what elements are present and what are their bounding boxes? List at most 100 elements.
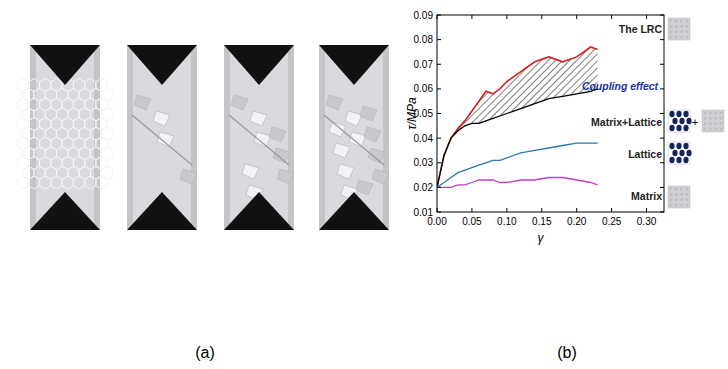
- texture-dot: [680, 36, 683, 39]
- plus-sign: +: [692, 116, 698, 128]
- lattice-hole: [683, 111, 688, 117]
- grip: [224, 192, 294, 230]
- y-tick: [437, 113, 441, 114]
- x-tick-label: 0.25: [602, 216, 622, 227]
- texture-dot: [686, 204, 689, 207]
- texture-dot: [714, 122, 717, 125]
- texture-dot: [675, 36, 678, 39]
- texture-dot: [670, 30, 673, 33]
- series-label: The LRC: [619, 23, 663, 35]
- lattice-hole: [669, 111, 674, 117]
- lattice-hole: [676, 143, 681, 149]
- texture-dot: [680, 188, 683, 191]
- thumbnail: [668, 186, 690, 208]
- hexagon-cell: [96, 176, 107, 189]
- x-tick-label: 0.00: [427, 216, 447, 227]
- specimen-edge: [127, 45, 133, 230]
- texture-dot: [670, 188, 673, 191]
- y-axis-label: τ/MPa: [405, 97, 419, 130]
- y-tick: [660, 113, 664, 114]
- x-tick: [646, 15, 647, 19]
- specimen-photo: [224, 45, 294, 230]
- fragment: [180, 169, 197, 184]
- texture-dot: [670, 25, 673, 28]
- lattice-hole: [676, 157, 681, 163]
- fragment: [250, 111, 267, 126]
- y-tick-label: 0.08: [414, 34, 434, 45]
- y-tick: [437, 212, 441, 213]
- grip: [224, 45, 294, 85]
- thumbnail: [702, 110, 724, 132]
- hexagon-cell: [62, 176, 73, 189]
- y-tick: [437, 39, 441, 40]
- lattice-hole: [672, 150, 677, 156]
- fragment: [231, 95, 248, 110]
- lattice-hole: [683, 143, 688, 149]
- series-line: [437, 47, 598, 187]
- y-tick-label: 0.07: [414, 59, 434, 70]
- texture-dot: [714, 112, 717, 115]
- specimen-photo: [17, 45, 113, 230]
- specimen-edge: [383, 45, 389, 230]
- lattice-hole: [669, 157, 674, 163]
- thumbnail-frame: [702, 110, 724, 132]
- x-tick: [576, 15, 577, 19]
- fragment: [333, 143, 350, 158]
- y-tick: [660, 39, 664, 40]
- x-tick: [471, 15, 472, 19]
- thumbnail: [668, 142, 692, 164]
- fragment: [269, 127, 286, 142]
- lattice-hole: [669, 143, 674, 149]
- x-tick: [437, 15, 438, 19]
- specimen-edge: [94, 45, 100, 230]
- texture-dot: [680, 204, 683, 207]
- specimen-edge: [224, 45, 230, 230]
- y-tick: [660, 162, 664, 163]
- lattice-hole: [679, 118, 684, 124]
- lattice-hole: [683, 157, 688, 163]
- texture-dot: [680, 20, 683, 23]
- texture-dot: [670, 20, 673, 23]
- texture-dot: [680, 25, 683, 28]
- texture-dot: [675, 20, 678, 23]
- fragment: [368, 148, 385, 163]
- y-tick-label: 0.09: [414, 10, 434, 21]
- x-tick: [541, 15, 542, 19]
- specimen: [30, 45, 100, 230]
- panel-label: (a): [195, 344, 215, 361]
- texture-dot: [714, 117, 717, 120]
- fragment: [360, 106, 377, 121]
- thumbnail: [668, 110, 692, 132]
- plot-frame: [437, 15, 664, 212]
- fragment: [345, 111, 362, 126]
- specimen-photo: [127, 45, 197, 230]
- texture-dot: [704, 127, 707, 130]
- y-tick: [437, 138, 441, 139]
- fragment: [326, 95, 343, 110]
- texture-dot: [675, 198, 678, 201]
- texture-dot: [686, 193, 689, 196]
- texture-dot: [670, 36, 673, 39]
- x-tick: [506, 208, 507, 212]
- texture-dot: [686, 36, 689, 39]
- x-tick: [611, 208, 612, 212]
- x-tick: [646, 208, 647, 212]
- texture-dot: [686, 30, 689, 33]
- x-tick: [506, 15, 507, 19]
- specimen-photo: [319, 45, 389, 230]
- texture-dot: [720, 112, 723, 115]
- x-tick: [541, 208, 542, 212]
- x-tick: [437, 208, 438, 212]
- fragment: [356, 180, 373, 195]
- series-label: Matrix: [631, 190, 662, 202]
- fragment: [277, 169, 294, 184]
- lattice-hole: [676, 125, 681, 131]
- x-tick: [611, 15, 612, 19]
- hexagon-cell: [73, 176, 84, 189]
- thumbnail: [668, 18, 690, 40]
- y-tick: [660, 212, 664, 213]
- fragment: [157, 132, 174, 147]
- fragment: [242, 164, 259, 179]
- specimen: [127, 45, 197, 230]
- specimen-edge: [191, 45, 197, 230]
